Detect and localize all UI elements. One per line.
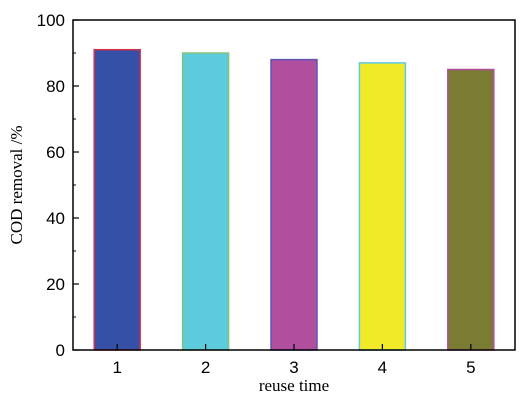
x-tick-label: 5 <box>466 358 475 377</box>
x-tick-label: 3 <box>289 358 298 377</box>
bar-3 <box>270 58 318 351</box>
bar-5 <box>447 68 495 351</box>
y-tick-label: 80 <box>46 77 65 96</box>
bar-2 <box>181 52 230 351</box>
x-axis-title: reuse time <box>259 376 329 395</box>
y-tick-label: 0 <box>56 341 65 360</box>
y-axis-title: COD removal /% <box>7 126 26 245</box>
x-tick-label: 2 <box>201 358 210 377</box>
y-tick-label: 60 <box>46 143 65 162</box>
plot-frame <box>72 19 516 351</box>
y-tick-label: 100 <box>37 11 65 30</box>
bars-group <box>93 48 495 351</box>
y-tick-label: 20 <box>46 275 65 294</box>
x-tick-label: 1 <box>112 358 121 377</box>
x-tick-label: 4 <box>378 358 387 377</box>
x-axis-ticks: 1 2 3 4 5 <box>112 344 476 377</box>
bar-4 <box>358 62 407 351</box>
y-tick-label: 40 <box>46 209 65 228</box>
bar-1 <box>93 48 141 351</box>
